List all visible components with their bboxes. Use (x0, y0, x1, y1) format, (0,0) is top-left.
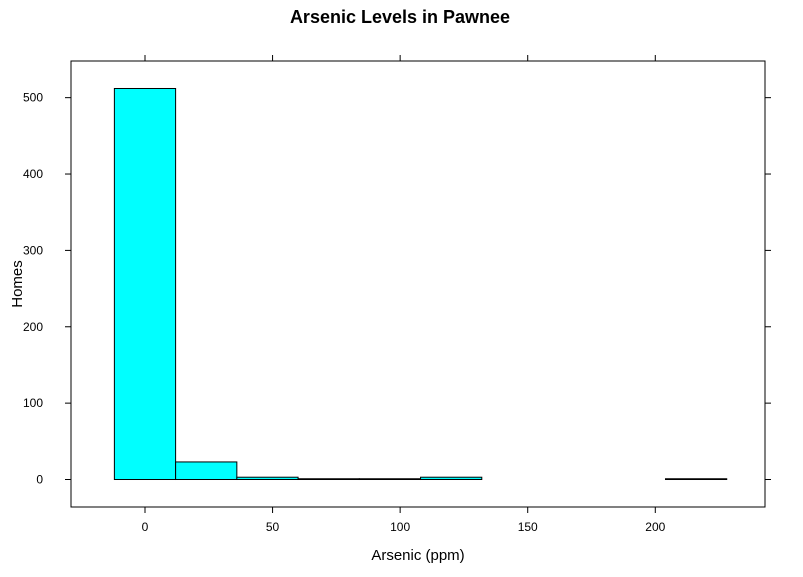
axis-ticks-group: 0 50 100 150 200 0 100 200 300 400 500 (23, 55, 771, 534)
histogram-bar (358, 478, 422, 481)
histogram-bar (175, 461, 238, 481)
y-tick-label: 500 (23, 91, 43, 105)
histogram-bar (236, 476, 299, 481)
histogram-bar (664, 478, 728, 481)
x-axis-label: Arsenic (ppm) (371, 547, 464, 564)
chart-title: Arsenic Levels in Pawnee (290, 7, 510, 27)
y-tick-label: 300 (23, 243, 43, 257)
x-tick-label: 100 (390, 520, 410, 534)
x-tick-label: 150 (518, 520, 538, 534)
y-axis-label: Homes (9, 260, 26, 308)
x-tick-label: 200 (645, 520, 665, 534)
x-tick-label: 0 (142, 520, 149, 534)
bars-group (113, 87, 728, 481)
y-tick-label: 100 (23, 396, 43, 410)
histogram-bar (297, 478, 360, 481)
plot-frame (70, 60, 766, 508)
x-tick-label: 50 (266, 520, 280, 534)
y-tick-label: 400 (23, 167, 43, 181)
histogram-bar (420, 476, 483, 481)
y-tick-label: 200 (23, 320, 43, 334)
histogram-bar (113, 87, 177, 481)
y-tick-label: 0 (36, 473, 43, 487)
